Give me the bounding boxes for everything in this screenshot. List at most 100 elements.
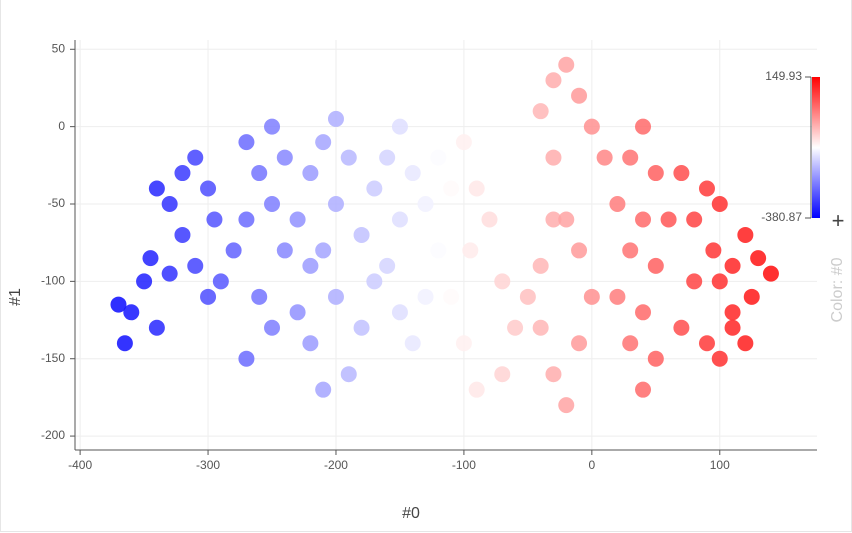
point: [200, 180, 217, 197]
point: [315, 242, 332, 259]
point: [404, 165, 421, 182]
point: [583, 118, 600, 135]
point: [737, 226, 754, 243]
point: [289, 304, 306, 321]
point: [264, 118, 281, 135]
point: [647, 257, 664, 274]
point: [379, 257, 396, 274]
point: [558, 56, 575, 73]
point: [251, 165, 268, 182]
point: [494, 273, 511, 290]
point: [302, 257, 319, 274]
point: [391, 211, 408, 228]
point: [698, 180, 715, 197]
color-label[interactable]: Color: #0: [829, 257, 846, 322]
point: [123, 304, 140, 321]
point: [340, 366, 357, 383]
point: [545, 149, 562, 166]
y-tick-label: -100: [41, 274, 65, 288]
point: [545, 211, 562, 228]
point: [545, 366, 562, 383]
point: [609, 196, 626, 212]
y-tick-label: -200: [41, 428, 65, 442]
point: [737, 335, 754, 352]
point: [481, 211, 498, 228]
x-tick-label: 100: [710, 458, 730, 472]
point: [743, 288, 760, 305]
add-button[interactable]: +: [832, 208, 845, 233]
point: [302, 335, 319, 352]
point: [622, 242, 639, 259]
point: [206, 211, 223, 228]
point: [200, 288, 217, 305]
point: [545, 72, 562, 89]
colorbar-label: -380.87: [761, 210, 802, 224]
point: [327, 288, 344, 305]
point: [174, 165, 191, 182]
point: [136, 273, 153, 290]
point: [379, 149, 396, 166]
point: [417, 288, 434, 305]
point: [225, 242, 242, 259]
point: [455, 335, 472, 352]
point: [647, 350, 664, 367]
point: [635, 381, 652, 398]
y-axis-label: #1: [7, 288, 24, 306]
point: [353, 226, 370, 243]
point: [443, 288, 460, 305]
y-tick-label: -150: [41, 351, 65, 365]
colorbar: [812, 77, 820, 218]
point: [468, 180, 485, 197]
point: [315, 134, 332, 151]
point: [238, 134, 255, 151]
point: [711, 196, 728, 212]
point: [571, 242, 588, 259]
point: [750, 250, 767, 267]
point: [174, 226, 191, 243]
point: [705, 242, 722, 259]
y-tick-label: -50: [48, 196, 66, 210]
point: [532, 103, 549, 120]
point: [142, 250, 159, 267]
x-tick-label: -300: [196, 458, 220, 472]
point: [315, 381, 332, 398]
point: [353, 319, 370, 336]
point: [187, 257, 204, 274]
point: [711, 273, 728, 290]
point: [519, 288, 536, 305]
point: [635, 304, 652, 321]
point: [161, 196, 178, 212]
point: [647, 165, 664, 182]
point: [596, 149, 613, 166]
point: [302, 165, 319, 182]
point: [532, 257, 549, 274]
point: [583, 288, 600, 305]
x-tick-label: -200: [324, 458, 348, 472]
point: [110, 296, 127, 313]
point: [148, 319, 165, 336]
point: [212, 273, 229, 290]
point: [507, 319, 524, 336]
point: [276, 149, 293, 166]
point: [660, 211, 677, 228]
point: [391, 304, 408, 321]
point: [686, 273, 703, 290]
point: [116, 335, 133, 352]
colorbar-label: 149.93: [765, 69, 802, 83]
point: [161, 265, 178, 282]
point: [622, 335, 639, 352]
x-tick-label: -100: [452, 458, 476, 472]
point: [327, 110, 344, 127]
point: [462, 242, 479, 259]
point: [366, 273, 383, 290]
point: [238, 211, 255, 228]
point: [532, 319, 549, 336]
x-axis-label: #0: [402, 505, 420, 522]
point: [391, 118, 408, 135]
point: [686, 211, 703, 228]
point: [187, 149, 204, 166]
point: [468, 381, 485, 398]
point: [622, 149, 639, 166]
point: [264, 196, 281, 212]
